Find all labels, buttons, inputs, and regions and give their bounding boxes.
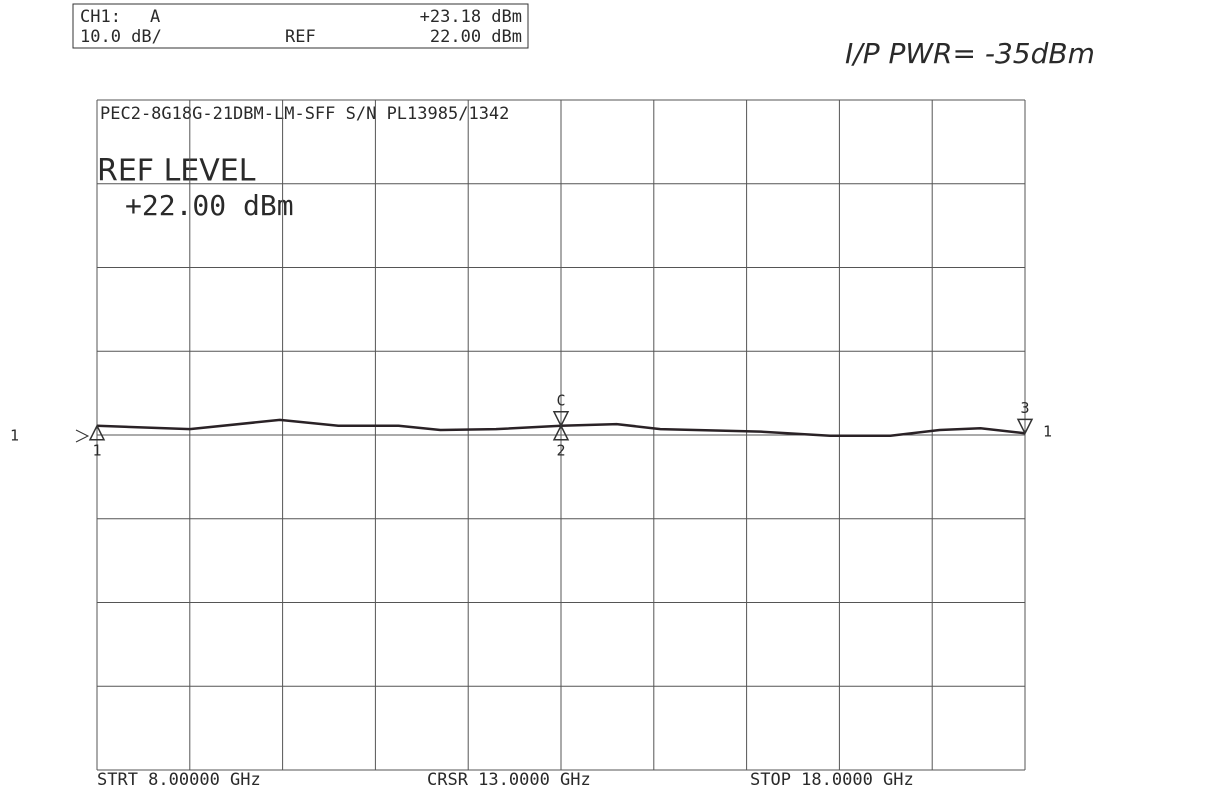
ref-value: 22.00 dBm bbox=[430, 27, 522, 47]
header-box bbox=[72, 3, 529, 49]
marker-label: 1 bbox=[92, 441, 101, 459]
marker-label: C bbox=[556, 391, 565, 409]
stop-label: STOP 18.0000 GHz bbox=[750, 770, 914, 790]
channel: CH1: bbox=[80, 7, 121, 27]
trace: A bbox=[150, 7, 160, 27]
ref-position-arrow bbox=[75, 429, 90, 443]
scale: 10.0 dB/ bbox=[80, 27, 162, 47]
ref-position-right: 1 bbox=[1043, 423, 1052, 441]
cursor-label: CRSR 13.0000 GHz bbox=[427, 770, 591, 790]
handwritten-note: I/P PWR= -35dBm bbox=[845, 37, 1095, 70]
trace bbox=[96, 418, 1026, 438]
start-label: STRT 8.00000 GHz bbox=[97, 770, 261, 790]
marker bbox=[88, 424, 106, 441]
ref-position-left: 1 bbox=[10, 427, 19, 445]
marker-label: 2 bbox=[556, 441, 565, 459]
marker bbox=[552, 424, 570, 441]
chart-title: PEC2-8G18G-21DBM-LM-SFF S/N PL13985/1342 bbox=[100, 104, 509, 124]
ref-label: REF bbox=[285, 27, 316, 47]
marker bbox=[552, 411, 570, 428]
marker-label: 3 bbox=[1020, 399, 1029, 417]
marker bbox=[1016, 418, 1034, 436]
ref-level-value: +22.00 dBm bbox=[125, 189, 294, 222]
ref-level-label: REF LEVEL bbox=[97, 154, 256, 189]
readout: +23.18 dBm bbox=[420, 7, 522, 27]
